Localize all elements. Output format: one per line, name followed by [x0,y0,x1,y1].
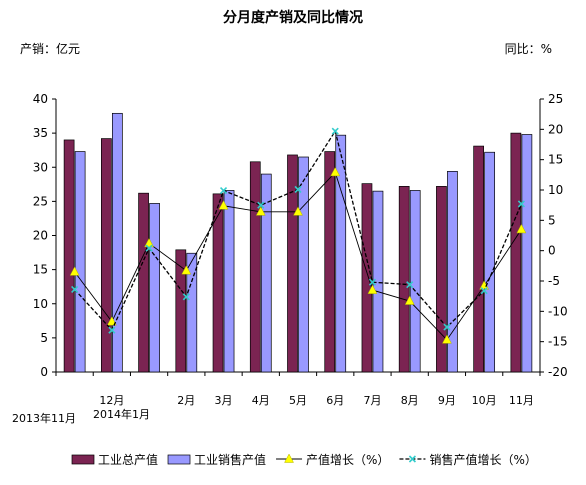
line-point [69,266,80,276]
line-point [404,295,415,305]
left-axis-tick-label: 35 [33,126,48,140]
right-axis-tick-label: -15 [548,335,568,349]
line-point [181,265,192,275]
left-axis-tick-label: 5 [40,331,48,345]
legend-label: 工业总产值 [98,452,158,467]
bar [74,151,86,373]
line-point [516,223,527,234]
bar [63,139,75,373]
right-axis-tick-label: 25 [548,92,563,106]
line-point [219,187,228,195]
legend-label: 工业销售产值 [194,452,266,467]
bar [484,151,496,373]
bar [175,249,187,373]
bar [436,186,447,373]
x-axis-tick-label: 5月 [289,394,307,407]
right-axis-tick-label: 0 [548,244,556,258]
line-point [443,323,451,331]
bar [298,156,309,373]
legend: 工业总产值 工业销售产值 产值增长（%） 销售产值增长（%） [71,452,537,467]
right-axis-tick-label: 5 [548,213,556,227]
line-point [367,284,378,294]
x-axis-tick-label: 2月 [177,394,195,407]
chart-title: 分月度产销及同比情况 [223,9,363,26]
bar [409,190,421,373]
bar [287,154,298,373]
line-point [406,281,414,289]
bar [473,145,485,373]
line-point [182,293,190,301]
legend-label: 销售产值增长（%） [429,452,536,467]
right-axis-tick-label: -10 [548,304,568,318]
line-point [517,200,525,208]
bar [212,193,224,373]
bar [447,170,458,373]
x-axis-tick-label: 11月 [509,394,534,407]
x-axis-tick-label: 2014年1月 [93,407,150,421]
bar [138,192,149,373]
legend-marker [284,453,294,463]
bar [223,190,235,373]
line-point [255,206,266,216]
legend-swatch [71,454,95,465]
line-point [106,316,117,326]
bar [324,151,336,373]
x-axis-tick-label: 3月 [215,394,233,407]
line-point [442,334,452,344]
bar [249,161,261,373]
bar [111,112,123,373]
line-point [71,285,79,294]
line-point [368,278,377,286]
bar [372,190,384,373]
right-axis-tick-label: 20 [548,122,563,136]
line-point [480,287,488,295]
legend-swatch [167,454,191,465]
x-axis-tick-label: 7月 [363,394,381,407]
right-axis-tick-label: 10 [548,183,563,197]
x-axis-tick-label: 2013年11月 [12,411,76,425]
left-axis-tick-label: 25 [33,194,48,208]
line-point [218,200,229,210]
line-point [331,127,339,135]
bar [149,203,160,373]
left-axis-tick-label: 10 [33,297,48,311]
bar [186,252,198,373]
right-axis-tick-label: -20 [548,365,568,379]
bar [260,173,272,373]
line-point [108,326,116,334]
bar [100,138,112,373]
x-axis-tick-label: 4月 [252,394,270,407]
bar [510,132,522,373]
left-axis-tick-label: 0 [40,365,48,379]
line-point [330,166,341,177]
line-point [294,185,302,193]
bar [521,134,533,373]
right-axis-tick-label: -5 [548,274,560,288]
line-point [293,206,303,216]
bar [335,134,347,373]
legend-marker [408,455,417,463]
left-axis-tick-label: 30 [33,160,48,174]
legend-label: 产值增长（%） [306,452,389,467]
line-point [144,237,154,248]
x-axis-tick-label: 9月 [438,394,456,407]
right-axis-unit-label: 同比：% [505,42,552,56]
x-axis-tick-label: 6月 [326,394,344,407]
right-axis-tick-label: 15 [548,153,563,167]
bar [398,186,410,373]
line-point [145,244,153,252]
left-axis-tick-label: 20 [33,229,48,243]
left-axis-tick-label: 40 [33,92,48,106]
left-axis-unit-label: 产销：亿元 [20,41,80,56]
line-point [257,201,265,209]
bar [361,183,373,373]
left-axis-tick-label: 15 [33,263,48,277]
x-axis-tick-label: 10月 [472,394,497,407]
x-axis-tick-label: 8月 [401,394,419,407]
plot-area: 0 5 10 15 20 25 30 35 40 -20 -15 -10 -5 0 5 10 15 20 25 201… [12,92,568,425]
x-axis-tick-label: 12月 [99,394,124,407]
